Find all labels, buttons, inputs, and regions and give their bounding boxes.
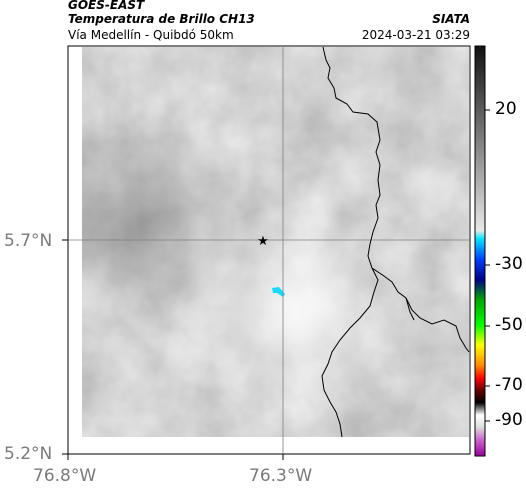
admin-borders [321,46,470,438]
organization-label: SIATA [432,12,470,26]
colorbar [474,45,486,457]
cold-cloud-patch [272,287,285,297]
colorbar-label-minus-70: -70 [495,375,523,395]
colorbar-label-minus-90: -90 [495,410,523,430]
satellite-title: GOES-EAST [68,0,145,12]
lat-label-5.2: 5.2°N [4,444,53,464]
lon-label-76.3: 76.3°W [249,466,313,486]
datetime-label: 2024-03-21 03:29 [361,28,470,42]
colorbar-label-20: 20 [495,99,517,119]
star-icon: ★ [257,234,269,249]
product-title: Temperatura de Brillo CH13 [68,12,255,26]
colorbar-label-minus-30: -30 [495,254,523,274]
lat-label-5.7: 5.7°N [4,231,53,251]
satellite-image [82,47,469,437]
colorbar-ticks [485,109,490,422]
colorbar-label-minus-50: -50 [495,315,523,335]
location-subtitle: Vía Medellín - Quibdó 50km [68,28,234,42]
lon-label-76.8: 76.8°W [33,466,97,486]
